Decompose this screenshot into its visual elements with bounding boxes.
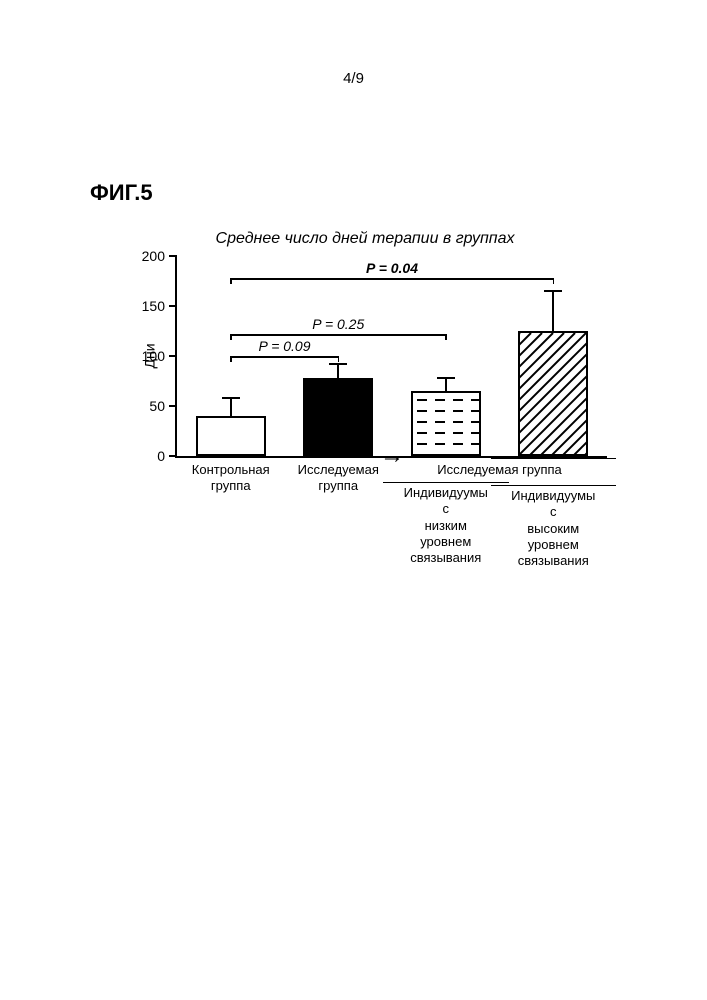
chart-container: Среднее число дней терапии в группах Дни… — [125, 230, 605, 458]
bar — [411, 391, 481, 456]
y-tick-label: 0 — [157, 448, 165, 464]
bar — [196, 416, 266, 456]
y-tick-label: 50 — [149, 398, 165, 414]
x-label-group: Исследуемая группа — [382, 456, 617, 478]
error-cap — [329, 363, 347, 365]
y-tick-label: 150 — [142, 298, 165, 314]
error-cap — [437, 377, 455, 379]
y-tick-label: 200 — [142, 248, 165, 264]
y-tick — [169, 255, 177, 257]
error-bar — [230, 398, 232, 416]
figure-label: ФИГ.5 — [90, 180, 153, 206]
pvalue-tick — [553, 278, 555, 284]
error-cap — [222, 397, 240, 399]
bar — [303, 378, 373, 456]
page-number: 4/9 — [0, 70, 707, 87]
arrow-icon: → — [380, 442, 404, 470]
pvalue-label: P = 0.04 — [366, 260, 418, 276]
y-tick-label: 100 — [142, 348, 165, 364]
pvalue-line — [231, 278, 554, 280]
chart-plot-area: Дни 050100150200КонтрольнаягруппаИсследу… — [175, 256, 607, 458]
pvalue-tick — [230, 356, 232, 362]
pvalue-label: P = 0.09 — [258, 338, 310, 354]
y-tick — [169, 405, 177, 407]
error-cap — [544, 290, 562, 292]
pvalue-label: P = 0.25 — [312, 316, 364, 332]
pvalue-line — [231, 356, 339, 358]
error-bar — [337, 364, 339, 378]
page: 4/9 ФИГ.5 Среднее число дней терапии в г… — [0, 0, 707, 1000]
chart-title: Среднее число дней терапии в группах — [125, 230, 605, 248]
pvalue-tick — [230, 278, 232, 284]
pvalue-line — [231, 334, 446, 336]
error-bar — [552, 291, 554, 331]
error-bar — [445, 378, 447, 391]
bar — [518, 331, 588, 456]
pvalue-tick — [445, 334, 447, 340]
y-tick — [169, 355, 177, 357]
y-tick — [169, 305, 177, 307]
pvalue-tick — [230, 334, 232, 340]
pvalue-tick — [338, 356, 340, 362]
